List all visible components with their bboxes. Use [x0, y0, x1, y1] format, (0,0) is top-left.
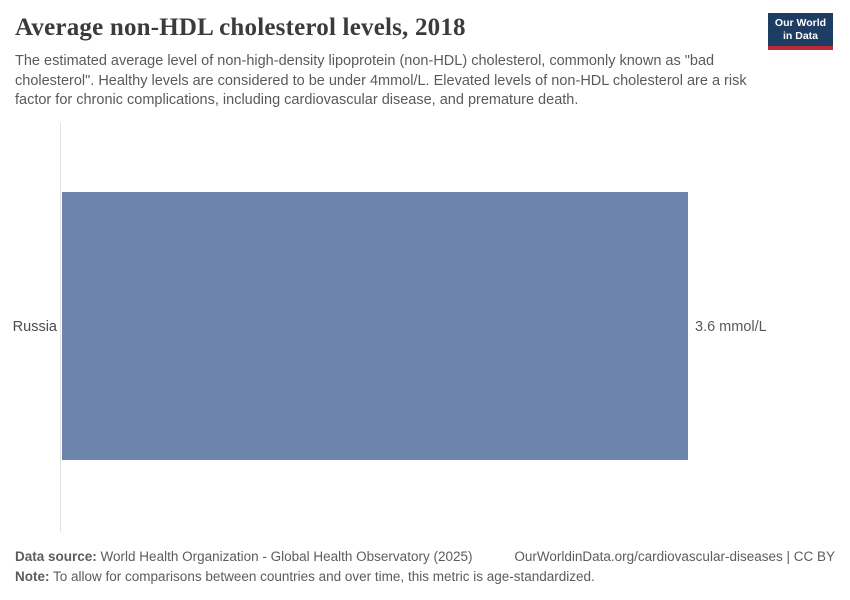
data-source-text: World Health Organization - Global Healt…: [100, 549, 473, 564]
note-text: To allow for comparisons between countri…: [53, 569, 595, 584]
owid-logo-line2: in Data: [782, 30, 818, 42]
footer-source-line: Data source: World Health Organization -…: [15, 549, 835, 564]
note-label: Note:: [15, 569, 50, 584]
footer-url-link[interactable]: OurWorldinData.org/cardiovascular-diseas…: [514, 549, 835, 564]
owid-logo[interactable]: Our World in Data: [768, 13, 833, 50]
entity-label-russia: Russia: [12, 319, 57, 335]
chart-subtitle: The estimated average level of non-high-…: [15, 53, 747, 108]
chart-title: Average non-HDL cholesterol levels, 2018: [15, 14, 466, 41]
owid-logo-line1: Our World: [774, 17, 827, 29]
y-axis-line: [60, 123, 61, 532]
bar-value-label: 3.6 mmol/L: [695, 319, 767, 335]
data-source-label: Data source:: [15, 549, 97, 564]
footer-note-line: Note: To allow for comparisons between c…: [15, 569, 835, 584]
data-bar-russia: [62, 192, 688, 460]
